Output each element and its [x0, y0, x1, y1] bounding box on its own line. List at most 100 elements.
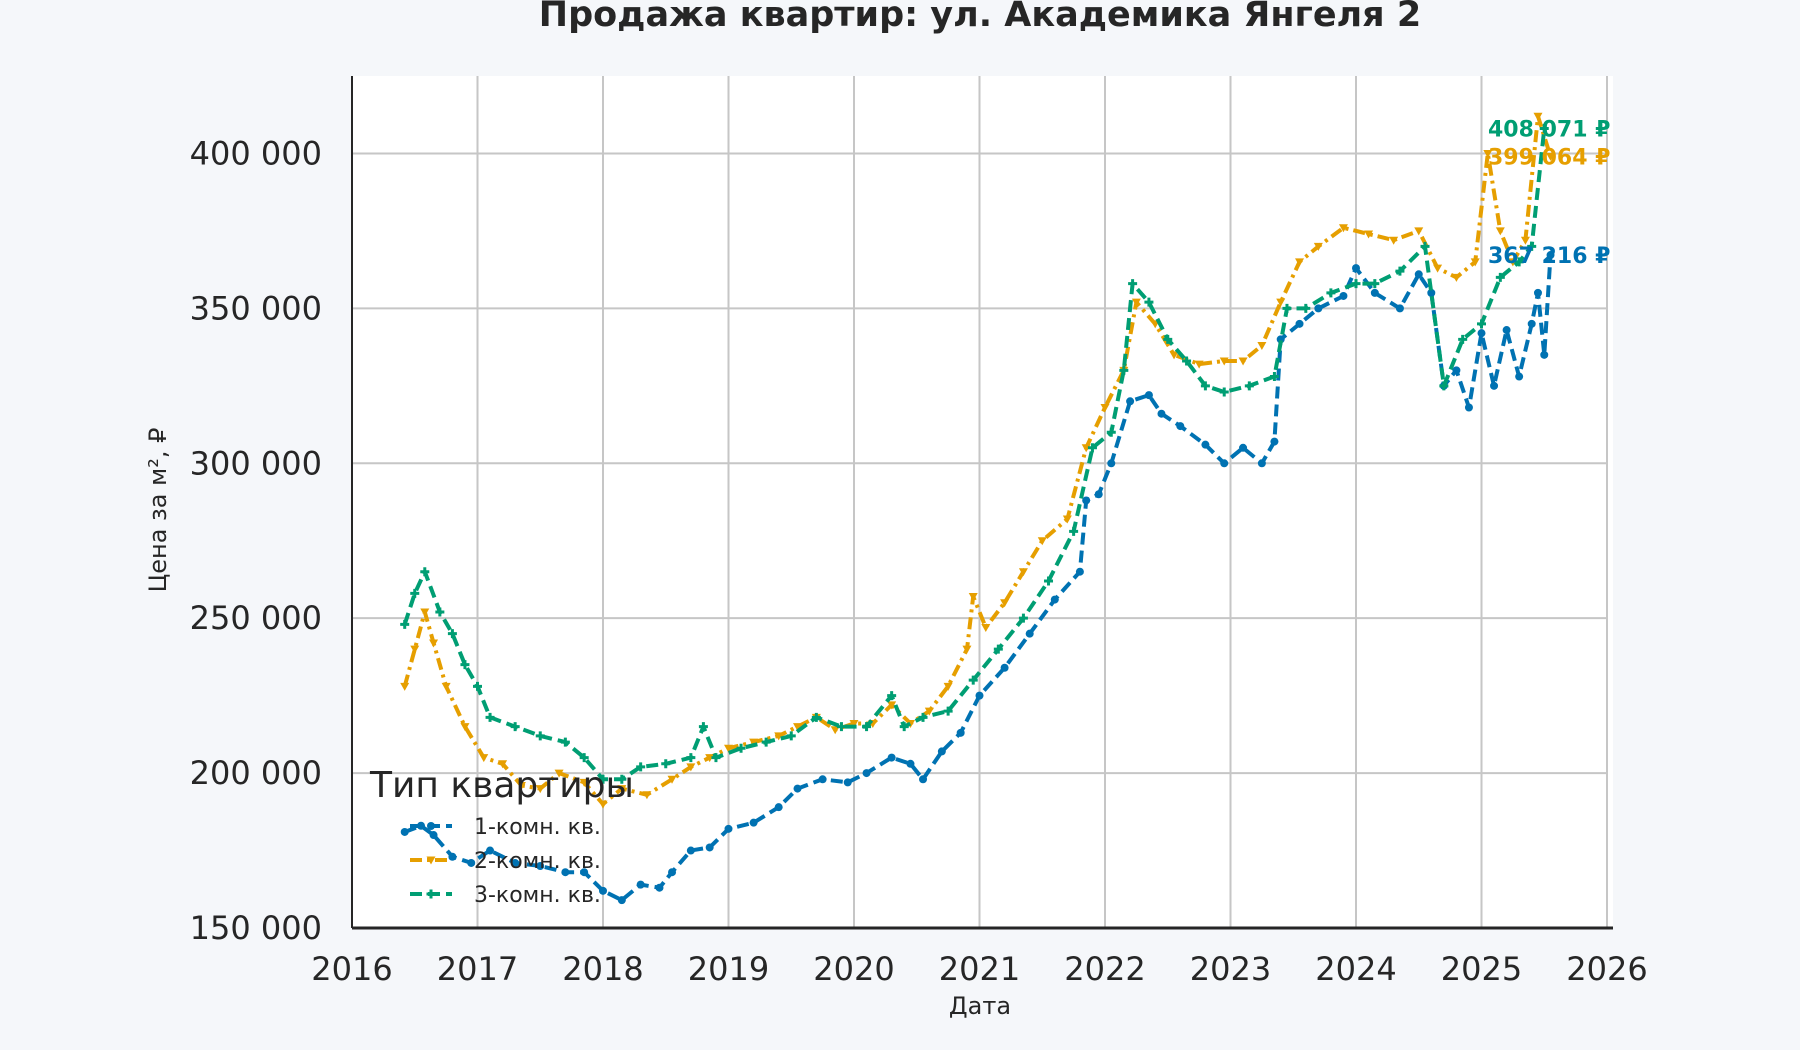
- data-point: [479, 754, 489, 763]
- legend-label: 2-комн. кв.: [474, 849, 601, 874]
- data-point: [1314, 304, 1323, 313]
- data-point: [736, 743, 746, 753]
- data-point: [724, 824, 733, 833]
- data-point: [1370, 288, 1379, 297]
- data-point: [1000, 663, 1009, 672]
- data-point: [535, 731, 545, 741]
- data-point: [1352, 264, 1360, 273]
- data-point: [1295, 258, 1305, 267]
- data-point: [1414, 270, 1423, 279]
- data-point: [1025, 629, 1034, 638]
- x-tick-label: 2022: [1064, 950, 1145, 988]
- data-point: [498, 760, 508, 769]
- data-point: [1495, 272, 1505, 282]
- data-point: [1282, 303, 1292, 313]
- plot-area: [352, 76, 1613, 928]
- data-point: [1539, 123, 1549, 133]
- data-point: [843, 778, 852, 787]
- data-point: [1389, 236, 1399, 245]
- data-point: [686, 846, 695, 855]
- data-point: [849, 720, 859, 729]
- data-point: [1370, 279, 1380, 289]
- data-point: [510, 722, 520, 732]
- data-point: [918, 712, 928, 722]
- data-point: [511, 858, 520, 867]
- data-point: [1514, 257, 1524, 267]
- end-labels: 367 216 ₽ 399 064 ₽ 408 071 ₽: [1488, 117, 1610, 269]
- data-point: [535, 785, 545, 794]
- data-point: [1194, 360, 1204, 369]
- x-tick-label: 2025: [1441, 950, 1522, 988]
- data-point: [1395, 266, 1405, 276]
- data-point: [1420, 241, 1430, 251]
- x-tick-label: 2016: [311, 950, 392, 988]
- data-point: [887, 691, 897, 701]
- y-axis-label: Цена за м², ₽: [144, 428, 172, 593]
- data-point: [1364, 230, 1374, 239]
- data-point: [968, 675, 978, 685]
- data-point: [1244, 381, 1254, 391]
- data-point: [1546, 152, 1556, 161]
- data-point: [1351, 279, 1361, 289]
- data-point: [599, 886, 607, 895]
- x-axis-label: Дата: [949, 992, 1011, 1020]
- data-point: [1182, 356, 1192, 366]
- legend-title: Тип квартиры: [369, 765, 634, 806]
- series-end-label: 408 071 ₽: [1488, 117, 1610, 142]
- data-point: [429, 831, 438, 840]
- data-point: [579, 778, 589, 787]
- data-point: [924, 707, 934, 716]
- data-point: [774, 803, 783, 812]
- data-point: [1395, 304, 1404, 313]
- legend-label: 3-комн. кв.: [474, 883, 601, 908]
- series-end-label: 367 216 ₽: [1488, 244, 1610, 269]
- data-point: [655, 883, 664, 892]
- y-tick-label: 250 000: [190, 599, 322, 637]
- x-tick-label: 2023: [1190, 950, 1271, 988]
- data-point: [1094, 490, 1103, 499]
- data-point: [1452, 366, 1461, 375]
- data-point: [460, 723, 470, 732]
- data-point: [962, 645, 972, 654]
- data-point: [887, 701, 897, 710]
- data-point: [1163, 334, 1173, 344]
- data-point: [887, 753, 896, 762]
- y-tick-label: 400 000: [190, 134, 322, 172]
- data-point: [1126, 397, 1135, 406]
- data-point: [1427, 288, 1436, 297]
- data-point: [1527, 241, 1537, 251]
- data-point: [862, 722, 872, 732]
- data-point: [975, 691, 984, 700]
- data-point: [441, 682, 451, 691]
- data-point: [1276, 298, 1286, 307]
- data-point: [862, 769, 871, 778]
- data-point: [943, 682, 953, 691]
- data-point: [1477, 319, 1486, 329]
- data-point: [426, 889, 436, 899]
- data-point: [410, 588, 420, 598]
- data-point: [435, 607, 445, 617]
- data-point: [1201, 440, 1210, 449]
- data-point: [686, 763, 696, 772]
- data-point: [1075, 567, 1084, 576]
- data-point: [1439, 381, 1449, 391]
- data-point: [485, 712, 495, 722]
- data-point: [786, 731, 796, 741]
- x-tick-label: 2017: [437, 950, 518, 988]
- data-point: [1533, 112, 1543, 121]
- data-point: [1062, 515, 1072, 524]
- data-point: [1219, 387, 1229, 397]
- x-tick-label: 2018: [562, 950, 643, 988]
- data-point: [1540, 350, 1549, 359]
- data-point: [1495, 227, 1505, 236]
- data-point: [1269, 372, 1279, 382]
- series-group: [400, 123, 1549, 784]
- data-point: [1483, 149, 1493, 158]
- data-point: [1257, 342, 1267, 351]
- data-point: [1107, 459, 1116, 468]
- data-point: [1238, 357, 1248, 366]
- data-point: [579, 753, 589, 763]
- data-point: [811, 712, 821, 722]
- data-point: [1200, 381, 1210, 391]
